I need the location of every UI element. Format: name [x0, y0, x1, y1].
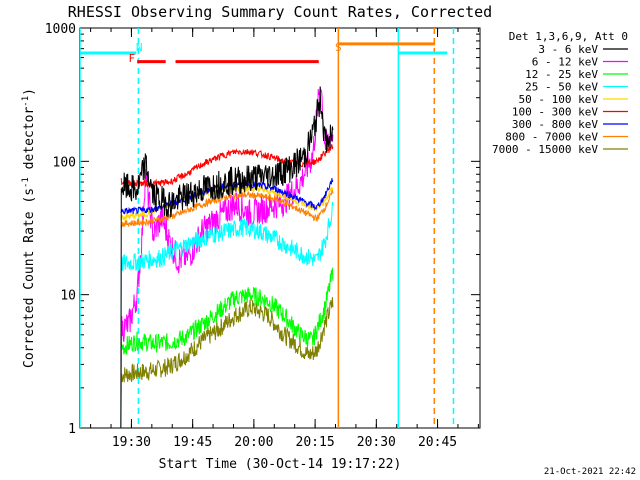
series-line-6-12kev: [120, 86, 334, 428]
x-axis-label: Start Time (30-Oct-14 19:17:22): [159, 457, 402, 472]
y-tick-label: 1000: [45, 22, 76, 37]
x-tick-label: 19:45: [173, 435, 212, 450]
x-tick-label: 20:15: [296, 435, 335, 450]
series-line-12-25kev: [120, 267, 334, 428]
series-line-3-6kev: [120, 86, 334, 428]
annotation-f: F: [129, 52, 136, 65]
x-tick-label: 20:00: [234, 435, 273, 450]
y-tick-label: 1: [68, 422, 76, 437]
legend-label: 300 - 800 keV: [512, 118, 598, 131]
annotation-s: S: [335, 41, 342, 54]
y-tick-label: 100: [53, 155, 76, 170]
legend-label: 800 - 7000 keV: [505, 131, 598, 144]
series-line-800-7000kev: [120, 187, 334, 228]
legend-label: 25 - 50 keV: [525, 81, 598, 94]
legend-label: 12 - 25 keV: [525, 68, 598, 81]
series-line-100-300kev: [120, 144, 334, 188]
legend-label: 3 - 6 keV: [538, 43, 598, 56]
plot-area: 1 10 100 1000 19:30 19:45 20:00 20:15 20:30 20:45…: [45, 22, 481, 450]
x-tick-label: 20:30: [357, 435, 396, 450]
annotation-n: N: [136, 41, 143, 54]
legend-label: 7000 - 15000 keV: [492, 143, 598, 156]
series-line-25-50kev: [120, 201, 334, 428]
legend-title: Det 1,3,6,9, Att 0: [509, 30, 628, 43]
y-tick-label: 10: [60, 289, 76, 304]
series-group: [120, 86, 334, 428]
legend-label: 100 - 300 keV: [512, 106, 598, 119]
footer-timestamp: 21-Oct-2021 22:42: [544, 467, 636, 477]
state-lines: NF S: [80, 28, 455, 428]
axis-ticks: 1 10 100 1000 19:30 19:45 20:00 20:15 20:30 20:45: [45, 22, 480, 450]
legend-label: 6 - 12 keV: [532, 56, 599, 69]
series-line-7000-15000kev: [120, 297, 334, 428]
x-tick-label: 20:45: [418, 435, 457, 450]
y-axis-label: Corrected Count Rate (s-1 detector-1): [21, 88, 37, 368]
chart-title: RHESSI Observing Summary Count Rates, Co…: [68, 3, 492, 21]
x-tick-label: 19:30: [112, 435, 151, 450]
legend-label: 50 - 100 keV: [519, 93, 599, 106]
